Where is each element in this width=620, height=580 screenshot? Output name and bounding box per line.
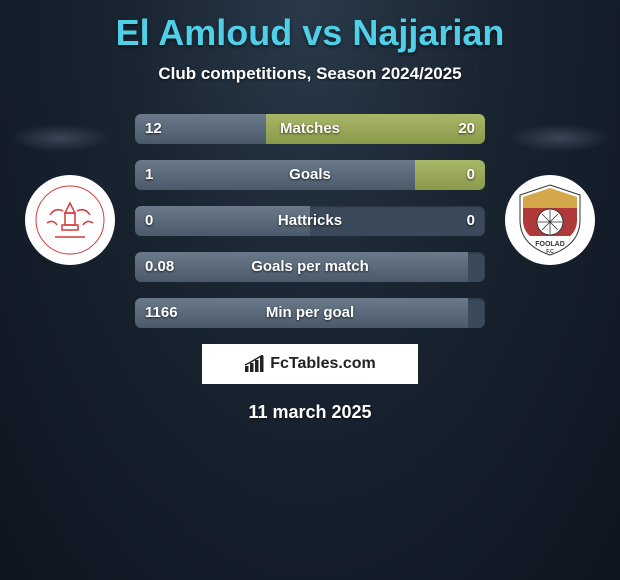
stat-row: 1Goals0 bbox=[135, 160, 485, 190]
stat-row: 1166Min per goal bbox=[135, 298, 485, 328]
watermark-text: FcTables.com bbox=[270, 355, 376, 373]
stat-label: Matches bbox=[135, 114, 485, 144]
stat-row: 0Hattricks0 bbox=[135, 206, 485, 236]
team-badge-left bbox=[25, 175, 115, 265]
subtitle: Club competitions, Season 2024/2025 bbox=[0, 64, 620, 84]
page-title: El Amloud vs Najjarian bbox=[0, 0, 620, 54]
stat-value-right: 0 bbox=[467, 206, 475, 236]
watermark: FcTables.com bbox=[202, 344, 418, 384]
svg-text:FOOLAD: FOOLAD bbox=[535, 241, 565, 248]
stat-value-right: 0 bbox=[467, 160, 475, 190]
stat-row: 0.08Goals per match bbox=[135, 252, 485, 282]
stat-label: Goals bbox=[135, 160, 485, 190]
date-label: 11 march 2025 bbox=[0, 402, 620, 423]
badge-shadow-right bbox=[510, 124, 610, 152]
stat-label: Hattricks bbox=[135, 206, 485, 236]
stat-label: Min per goal bbox=[135, 298, 485, 328]
trophy-crest-icon bbox=[35, 185, 105, 255]
stat-label: Goals per match bbox=[135, 252, 485, 282]
badge-shadow-left bbox=[10, 124, 110, 152]
stat-value-right: 20 bbox=[458, 114, 475, 144]
stat-row: 12Matches20 bbox=[135, 114, 485, 144]
team-badge-right: FOOLAD F.C bbox=[505, 175, 595, 265]
foolad-crest-icon: FOOLAD F.C bbox=[510, 180, 590, 260]
svg-text:F.C: F.C bbox=[546, 249, 554, 255]
stats-container: 12Matches201Goals00Hattricks00.08Goals p… bbox=[135, 114, 485, 328]
chart-icon bbox=[244, 355, 266, 373]
